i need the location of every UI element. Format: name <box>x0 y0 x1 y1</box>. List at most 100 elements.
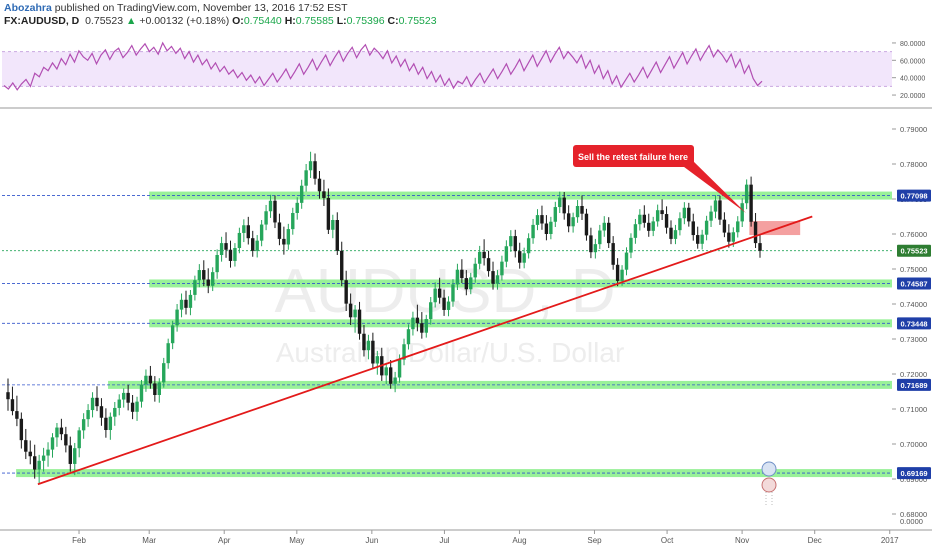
candle-body[interactable] <box>304 170 308 186</box>
candle-body[interactable] <box>184 299 188 308</box>
candle-body[interactable] <box>166 343 170 364</box>
candle-body[interactable] <box>393 377 397 384</box>
candle-body[interactable] <box>696 235 700 244</box>
candle-body[interactable] <box>308 161 313 171</box>
candle-body[interactable] <box>73 448 77 464</box>
candle-body[interactable] <box>237 232 242 248</box>
candle-body[interactable] <box>727 232 731 242</box>
candle-body[interactable] <box>638 214 642 225</box>
candle-body[interactable] <box>691 221 695 236</box>
candle-body[interactable] <box>299 185 304 203</box>
sr-zone[interactable] <box>149 191 892 200</box>
candle-body[interactable] <box>593 244 598 253</box>
candle-body[interactable] <box>446 301 451 310</box>
candle-body[interactable] <box>589 235 593 253</box>
candle-body[interactable] <box>81 419 86 431</box>
candle-body[interactable] <box>744 184 749 204</box>
candle-body[interactable] <box>491 271 495 284</box>
sr-zone[interactable] <box>149 319 892 328</box>
candle-body[interactable] <box>37 460 41 470</box>
candle-body[interactable] <box>326 197 331 230</box>
candle-body[interactable] <box>504 246 509 262</box>
candle-body[interactable] <box>295 202 299 213</box>
annotation-callout[interactable]: Sell the retest failure here <box>573 145 746 213</box>
candle-body[interactable] <box>331 220 335 230</box>
candle-body[interactable] <box>731 232 736 242</box>
candle-body[interactable] <box>758 243 762 251</box>
candle-body[interactable] <box>442 297 446 310</box>
candle-body[interactable] <box>55 427 59 438</box>
candle-body[interactable] <box>451 284 455 302</box>
candle-body[interactable] <box>139 384 144 402</box>
candle-body[interactable] <box>50 437 55 450</box>
event-icons[interactable] <box>761 461 777 506</box>
candle-body[interactable] <box>535 215 540 225</box>
candle-body[interactable] <box>531 224 535 239</box>
candle-body[interactable] <box>130 402 135 412</box>
candle-body[interactable] <box>429 302 433 320</box>
candle-body[interactable] <box>264 211 268 225</box>
sr-zone[interactable] <box>149 279 892 288</box>
candle-body[interactable] <box>59 427 64 435</box>
candle-body[interactable] <box>28 451 32 457</box>
candle-body[interactable] <box>704 220 709 235</box>
candle-body[interactable] <box>24 440 28 452</box>
candle-body[interactable] <box>219 243 224 255</box>
candle-body[interactable] <box>753 221 758 244</box>
candle-body[interactable] <box>121 392 126 400</box>
candle-body[interactable] <box>251 238 255 251</box>
candle-body[interactable] <box>90 397 95 411</box>
candle-body[interactable] <box>620 269 624 281</box>
candle-body[interactable] <box>77 430 81 449</box>
candle-body[interactable] <box>86 410 90 420</box>
candle-body[interactable] <box>179 299 184 310</box>
candle-body[interactable] <box>477 251 482 264</box>
candle-body[interactable] <box>469 277 473 290</box>
candle-body[interactable] <box>375 356 380 364</box>
candle-body[interactable] <box>277 222 282 239</box>
candle-body[interactable] <box>749 184 753 222</box>
candle-body[interactable] <box>624 252 629 270</box>
author-name[interactable]: Abozahra <box>4 2 52 14</box>
candle-body[interactable] <box>424 319 428 333</box>
candle-body[interactable] <box>41 455 46 461</box>
candle-body[interactable] <box>464 278 469 290</box>
candle-body[interactable] <box>371 340 375 364</box>
candle-body[interactable] <box>566 213 571 227</box>
candle-body[interactable] <box>575 206 580 218</box>
candle-body[interactable] <box>384 367 388 376</box>
candle-body[interactable] <box>210 272 215 286</box>
candle-body[interactable] <box>286 229 291 245</box>
candle-body[interactable] <box>197 270 202 281</box>
trendline[interactable] <box>37 215 813 486</box>
candle-body[interactable] <box>437 288 442 298</box>
candle-body[interactable] <box>397 359 402 378</box>
candle-body[interactable] <box>682 207 687 219</box>
candle-body[interactable] <box>348 303 353 318</box>
candle-body[interactable] <box>602 222 606 231</box>
candle-body[interactable] <box>687 207 691 222</box>
candle-body[interactable] <box>108 416 113 430</box>
candle-body[interactable] <box>255 240 259 251</box>
candle-body[interactable] <box>673 230 678 239</box>
candle-body[interactable] <box>562 197 566 214</box>
candle-body[interactable] <box>242 225 246 233</box>
candle-body[interactable] <box>19 418 24 441</box>
candle-body[interactable] <box>655 210 660 222</box>
candle-body[interactable] <box>193 280 197 295</box>
candle-body[interactable] <box>126 392 130 403</box>
candle-body[interactable] <box>518 251 522 263</box>
candle-body[interactable] <box>611 243 615 265</box>
candle-body[interactable] <box>104 417 108 430</box>
candle-body[interactable] <box>317 178 322 192</box>
candle-body[interactable] <box>500 261 504 276</box>
candle-body[interactable] <box>388 367 393 384</box>
candle-body[interactable] <box>148 375 153 384</box>
candle-body[interactable] <box>509 236 513 247</box>
candle-body[interactable] <box>678 218 682 231</box>
candle-body[interactable] <box>268 200 273 212</box>
candle-body[interactable] <box>170 325 175 344</box>
candle-body[interactable] <box>495 275 500 284</box>
candle-body[interactable] <box>544 223 549 235</box>
